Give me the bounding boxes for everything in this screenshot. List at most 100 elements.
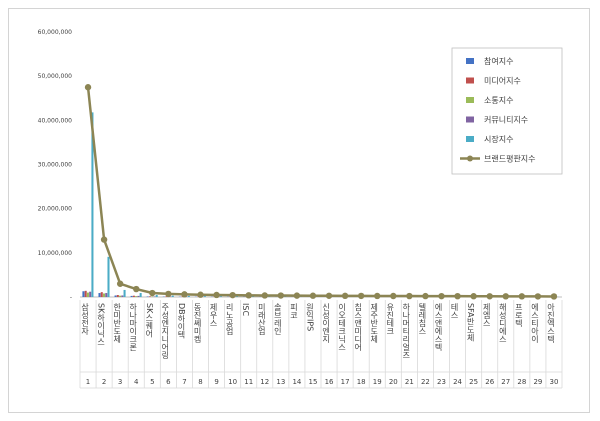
category-index: 30 <box>550 378 559 386</box>
bar <box>123 289 126 297</box>
category-label: SFA반도체 <box>466 303 475 342</box>
data-point <box>422 292 429 300</box>
bar <box>148 296 151 297</box>
y-tick-label: 20,000,000 <box>38 206 73 213</box>
category-index: 29 <box>533 378 542 386</box>
category-label: 미래산업 <box>257 303 266 335</box>
legend-swatch <box>467 155 473 162</box>
category-label: 피코 <box>289 303 298 319</box>
data-point <box>502 293 509 300</box>
data-point <box>390 292 397 300</box>
bar <box>107 256 110 297</box>
category-index: 4 <box>134 378 139 386</box>
category-index: 16 <box>325 378 334 386</box>
bar <box>121 295 124 297</box>
category-label: DB하이텍 <box>177 303 186 340</box>
bar <box>84 290 87 297</box>
category-label: 삼성전자 <box>80 302 89 336</box>
category-label: 에스앤에스텍 <box>434 303 443 352</box>
data-point <box>518 293 526 300</box>
category-index: 3 <box>118 378 122 386</box>
bar <box>86 292 89 297</box>
data-point <box>261 292 268 299</box>
data-point <box>534 293 542 300</box>
category-index: 28 <box>517 378 526 386</box>
data-point <box>325 292 333 299</box>
data-point <box>213 291 220 299</box>
category-index: 5 <box>150 378 154 386</box>
category-label: 이오테크닉스 <box>338 302 347 351</box>
bar <box>114 295 117 297</box>
data-point <box>116 280 124 287</box>
bar <box>187 295 190 297</box>
category-index: 22 <box>421 378 430 386</box>
bar <box>139 293 142 297</box>
category-label: 하나머티리얼즈 <box>402 302 411 359</box>
legend-label: 시장지수 <box>484 134 513 144</box>
category-label: 아진엑스텍 <box>546 302 555 344</box>
y-tick-label: 10,000,000 <box>38 250 73 257</box>
category-index: 26 <box>485 378 494 386</box>
category-label: 신성이엔지 <box>322 303 331 344</box>
category-index: 13 <box>276 378 285 386</box>
legend-box <box>451 47 563 175</box>
category-label: 칩스앤미디어 <box>354 303 363 352</box>
data-point <box>165 290 172 298</box>
bar <box>155 295 158 297</box>
data-point <box>357 292 365 300</box>
category-label: 제엠스 <box>482 303 491 327</box>
category-index: 2 <box>102 378 106 386</box>
data-point <box>486 293 493 300</box>
legend-label: 브랜드평판지수 <box>484 154 536 164</box>
category-label: 리노공업 <box>225 303 234 335</box>
bar <box>236 296 239 297</box>
bar <box>91 112 94 297</box>
legend-swatch <box>466 58 474 64</box>
y-tick-label: 30,000,000 <box>38 162 73 169</box>
legend-swatch <box>466 136 474 142</box>
data-point <box>293 292 301 299</box>
category-label: SK하이닉스 <box>96 303 105 345</box>
bar <box>89 291 92 297</box>
category-index: 27 <box>501 378 510 386</box>
data-point <box>438 292 445 300</box>
category-label: 제우스 <box>209 303 218 327</box>
category-label: ISC <box>241 303 250 316</box>
category-label: 한미반도체 <box>112 303 121 344</box>
data-point <box>229 291 236 299</box>
category-index: 10 <box>228 378 237 386</box>
category-index: 11 <box>244 378 253 386</box>
category-index: 15 <box>309 378 318 386</box>
category-index: 6 <box>166 378 171 386</box>
category-index: 17 <box>341 378 350 386</box>
bar <box>137 295 140 297</box>
bar <box>102 293 106 297</box>
legend-label: 참여지수 <box>484 56 513 66</box>
bar <box>252 296 255 297</box>
category-index: 12 <box>260 378 269 386</box>
bar <box>203 296 206 297</box>
data-point <box>197 291 204 298</box>
category-index: 23 <box>437 378 446 386</box>
category-index: 18 <box>357 378 366 386</box>
bar <box>146 296 149 297</box>
data-point <box>341 292 349 300</box>
data-point <box>454 292 461 300</box>
data-point <box>470 293 477 300</box>
data-point <box>550 293 558 300</box>
bar <box>116 295 119 297</box>
legend-swatch <box>466 116 474 123</box>
category-label: 테스 <box>450 303 459 319</box>
category-label: 텔레칩스 <box>418 303 427 335</box>
category-index: 19 <box>373 378 382 386</box>
data-point <box>100 236 108 243</box>
y-tick-label: 40,000,000 <box>38 117 73 124</box>
bar <box>132 295 135 297</box>
category-label: 원익IPS <box>305 303 314 331</box>
bar <box>153 296 156 297</box>
legend-label: 미디어지수 <box>484 76 521 86</box>
category-index: 9 <box>214 378 218 386</box>
data-point <box>84 84 92 91</box>
category-index: 25 <box>469 378 478 386</box>
